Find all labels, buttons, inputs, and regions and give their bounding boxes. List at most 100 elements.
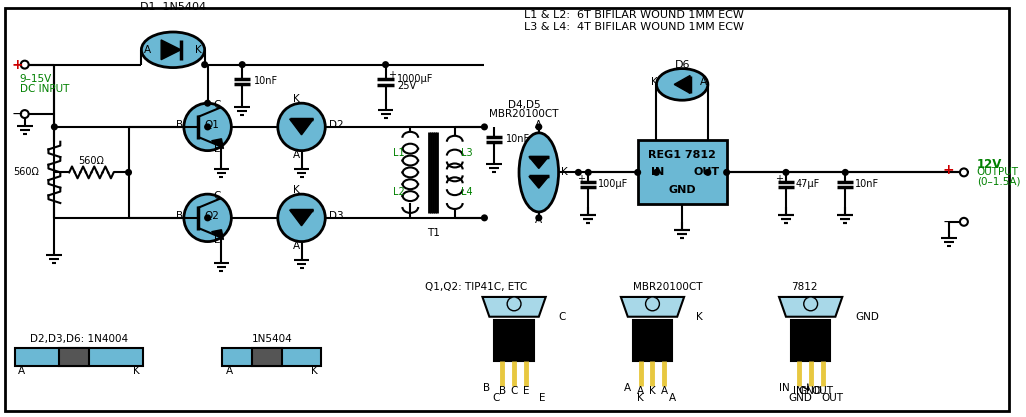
Text: 7812: 7812: [791, 282, 818, 292]
Polygon shape: [674, 75, 690, 93]
Circle shape: [202, 62, 207, 67]
Circle shape: [537, 124, 542, 129]
Circle shape: [842, 170, 847, 175]
Circle shape: [482, 124, 487, 129]
Text: 47µF: 47µF: [796, 179, 820, 189]
Text: IN: IN: [793, 386, 804, 396]
Text: A: A: [18, 366, 26, 376]
Polygon shape: [529, 176, 549, 188]
Polygon shape: [621, 297, 684, 317]
Text: B: B: [176, 120, 184, 130]
Text: K: K: [195, 45, 202, 55]
Circle shape: [383, 62, 388, 67]
Text: GND: GND: [668, 185, 696, 195]
Text: T1: T1: [427, 228, 439, 238]
Circle shape: [784, 170, 788, 175]
Text: A: A: [669, 393, 676, 403]
Circle shape: [299, 124, 304, 129]
Polygon shape: [289, 210, 313, 226]
Text: A: A: [226, 366, 233, 376]
Text: 1000µF: 1000µF: [397, 75, 434, 85]
Text: A: A: [637, 386, 644, 396]
Text: E: E: [214, 144, 221, 153]
Circle shape: [507, 297, 521, 311]
Text: A: A: [536, 120, 543, 130]
Text: D2,D3,D6: 1N4004: D2,D3,D6: 1N4004: [30, 334, 128, 344]
Text: Q1: Q1: [204, 120, 219, 130]
Text: GND: GND: [798, 386, 823, 396]
Ellipse shape: [142, 32, 204, 68]
Text: K: K: [652, 78, 658, 88]
Text: K: K: [311, 366, 318, 376]
Polygon shape: [211, 139, 224, 148]
Text: REG1 7812: REG1 7812: [648, 150, 716, 160]
Text: E: E: [539, 393, 545, 403]
Ellipse shape: [184, 103, 231, 151]
Text: A: A: [293, 241, 301, 251]
Ellipse shape: [278, 103, 325, 151]
Ellipse shape: [657, 68, 708, 100]
Text: 100µF: 100µF: [598, 179, 628, 189]
Polygon shape: [529, 156, 549, 168]
Circle shape: [205, 124, 210, 129]
Text: A: A: [293, 150, 301, 160]
Bar: [14, 348, 144, 366]
Circle shape: [482, 216, 487, 220]
Text: C: C: [510, 386, 518, 396]
Text: OUT: OUT: [812, 386, 833, 396]
Text: B: B: [499, 386, 506, 396]
Text: −: −: [943, 215, 954, 229]
Bar: [60, 348, 89, 366]
Circle shape: [537, 216, 542, 220]
Text: OUTPUT: OUTPUT: [977, 167, 1019, 177]
Text: K: K: [560, 167, 567, 177]
Text: A: A: [536, 215, 543, 225]
Polygon shape: [482, 297, 546, 317]
Bar: [633, 320, 672, 361]
Bar: [791, 320, 830, 361]
Text: Q2: Q2: [204, 211, 219, 221]
Text: C: C: [213, 191, 222, 201]
Text: K: K: [133, 366, 140, 376]
Text: L2: L2: [393, 187, 404, 197]
Text: A: A: [624, 383, 631, 393]
Circle shape: [635, 170, 640, 175]
Text: B: B: [483, 383, 490, 393]
Polygon shape: [211, 230, 224, 240]
Circle shape: [586, 170, 591, 175]
Polygon shape: [289, 119, 313, 135]
Ellipse shape: [519, 133, 558, 212]
Text: K: K: [637, 393, 644, 403]
Bar: [495, 320, 534, 361]
Text: MBR20100CT: MBR20100CT: [633, 282, 702, 292]
Circle shape: [205, 216, 210, 220]
Text: 10nF: 10nF: [855, 179, 879, 189]
Text: D6: D6: [674, 60, 689, 70]
Text: C: C: [558, 312, 566, 322]
Text: A: A: [661, 386, 668, 396]
Ellipse shape: [278, 194, 325, 241]
Text: +: +: [775, 174, 783, 184]
Text: −: −: [12, 107, 24, 121]
Text: OUT: OUT: [694, 167, 720, 177]
Polygon shape: [779, 297, 842, 317]
Bar: [223, 348, 321, 366]
Text: L3: L3: [461, 148, 472, 158]
Text: Q1,Q2: TIP41C, ETC: Q1,Q2: TIP41C, ETC: [425, 282, 527, 292]
Circle shape: [654, 170, 659, 175]
Text: L1: L1: [393, 148, 404, 158]
Text: D2: D2: [329, 120, 344, 130]
Text: GND: GND: [789, 393, 813, 403]
Text: MBR20100CT: MBR20100CT: [489, 109, 559, 119]
Text: 12V: 12V: [977, 158, 1002, 171]
Text: GND: GND: [855, 312, 879, 322]
Text: 10nF: 10nF: [254, 76, 278, 86]
Ellipse shape: [184, 194, 231, 241]
Text: C: C: [492, 393, 500, 403]
Circle shape: [21, 110, 29, 118]
Text: +: +: [943, 163, 954, 177]
Circle shape: [706, 170, 710, 175]
Text: L3 & L4:  4T BIFILAR WOUND 1MM ECW: L3 & L4: 4T BIFILAR WOUND 1MM ECW: [524, 22, 744, 32]
Circle shape: [803, 297, 818, 311]
Text: 9–15V: 9–15V: [19, 75, 52, 85]
